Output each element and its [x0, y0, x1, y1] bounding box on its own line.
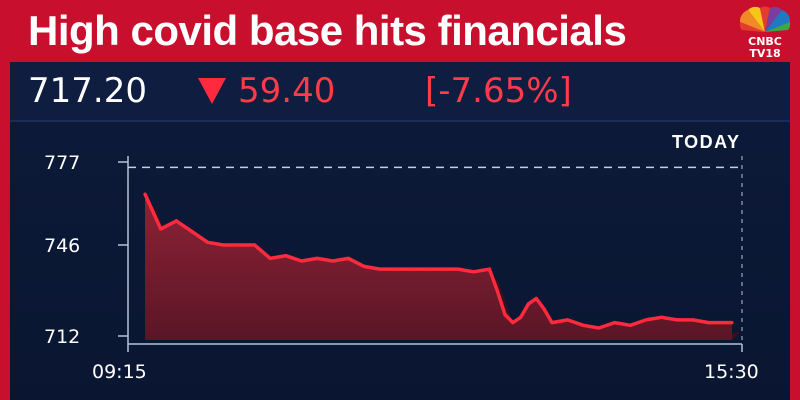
data-point-20: [456, 267, 460, 271]
data-point-17: [409, 267, 413, 271]
right-border: [790, 0, 800, 400]
data-point-5: [221, 243, 225, 247]
data-point-3: [190, 230, 194, 234]
data-point-36: [644, 318, 648, 322]
data-point-14: [362, 264, 366, 268]
data-point-37: [659, 315, 664, 319]
price-line: [143, 193, 732, 330]
data-point-1: [159, 227, 163, 231]
data-point-2: [174, 219, 178, 223]
price-area: [145, 194, 732, 340]
data-point-10: [299, 259, 304, 263]
data-point-26: [519, 315, 523, 319]
headline-bar: High covid base hits financials CNBC TV1…: [10, 0, 791, 62]
data-point-32: [581, 323, 585, 327]
data-point-39: [691, 318, 695, 322]
data-point-35: [628, 323, 632, 327]
ticker-bar: 717.20 59.40 [-7.65%]: [10, 62, 790, 122]
data-point-11: [315, 256, 319, 260]
period-label: TODAY: [672, 132, 741, 152]
data-point-9: [284, 254, 288, 258]
data-point-16: [393, 267, 398, 271]
data-point-24: [503, 312, 507, 317]
data-point-15: [378, 267, 382, 271]
data-point-40: [706, 321, 711, 325]
x-tick-label-start: 09:15: [92, 361, 147, 383]
data-point-21: [472, 270, 476, 274]
logo-text-line2: TV18: [749, 47, 781, 60]
data-point-27: [526, 302, 531, 306]
y-tick-label-777: 777: [44, 152, 80, 174]
y-tick-label-712: 712: [44, 326, 80, 348]
data-point-6: [237, 243, 241, 247]
headline: High covid base hits financials: [28, 7, 627, 54]
down-triangle-icon: [198, 78, 226, 104]
x-tick-label-end: 15:30: [704, 361, 759, 383]
data-point-29: [542, 307, 546, 311]
data-point-8: [268, 256, 272, 260]
peacock-icon: [739, 6, 791, 33]
data-point-41: [730, 321, 734, 325]
channel-logo: CNBC TV18: [734, 4, 796, 60]
price-change-percent: [-7.65%]: [425, 71, 572, 111]
data-point-30: [550, 321, 554, 325]
data-point-33: [597, 326, 601, 330]
left-border: [0, 0, 10, 400]
data-point-4: [206, 240, 210, 244]
data-point-38: [675, 318, 679, 322]
current-price: 717.20: [28, 71, 147, 111]
data-point-18: [425, 267, 429, 271]
data-point-31: [566, 318, 570, 322]
logo-text-line1: CNBC: [748, 35, 782, 48]
data-point-25: [511, 321, 515, 325]
data-point-12: [331, 259, 335, 263]
data-point-0: [143, 192, 147, 196]
data-point-19: [440, 267, 445, 271]
data-point-22: [487, 267, 491, 271]
price-change: 59.40: [238, 71, 336, 111]
data-point-7: [252, 243, 257, 247]
data-point-34: [613, 321, 617, 325]
y-tick-label-746: 746: [44, 235, 80, 257]
data-point-13: [346, 256, 351, 260]
data-point-28: [534, 296, 538, 301]
data-point-23: [495, 288, 499, 293]
